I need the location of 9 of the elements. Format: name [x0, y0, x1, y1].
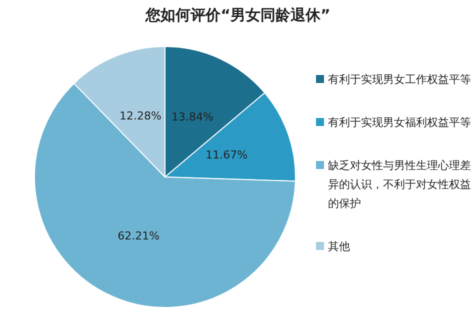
chart-title: 您如何评价“男女同龄退休” [144, 6, 332, 25]
data-label: 62.21% [118, 230, 160, 243]
legend-label: 其他 [328, 239, 350, 255]
legend-label: 有利于实现男女工作权益平等 [328, 72, 471, 88]
data-label: 13.84% [172, 110, 214, 124]
data-label: 11.67% [206, 148, 248, 162]
legend-label: 有利于实现男女福利权益平等 [328, 115, 471, 131]
legend-label: 缺乏对女性与男性生理心理差异的认识，不利于对女性权益的保护 [328, 158, 472, 212]
data-label: 12.28% [119, 109, 162, 122]
